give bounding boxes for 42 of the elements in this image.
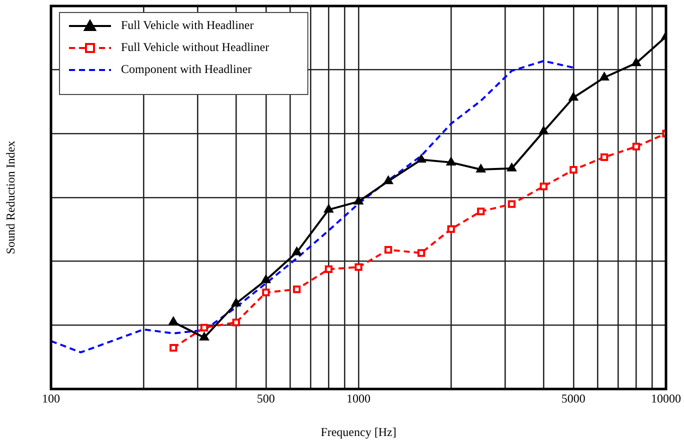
point [507, 163, 516, 172]
point [168, 317, 178, 326]
point [446, 157, 456, 166]
point [540, 182, 548, 190]
point [568, 92, 578, 101]
point [354, 196, 363, 205]
point [292, 247, 302, 256]
point [232, 318, 240, 326]
x-axis-title: Frequency [Hz] [320, 424, 396, 439]
point [262, 288, 270, 296]
x-tick-label: 5000 [561, 391, 586, 406]
x-tick-label: 500 [256, 391, 275, 406]
point [417, 249, 426, 257]
point [539, 126, 548, 134]
point [632, 142, 640, 150]
point [354, 263, 362, 271]
point [476, 164, 486, 172]
y-axis-title: Sound Reduction Index [3, 140, 18, 254]
point [200, 332, 209, 341]
point [600, 72, 609, 81]
legend-label: Full Vehicle with Headliner [121, 18, 254, 32]
point [324, 265, 333, 274]
point [632, 58, 641, 66]
point [477, 208, 485, 216]
point [384, 176, 393, 184]
legend-label: Full Vehicle without Headliner [121, 40, 270, 54]
point [570, 166, 578, 174]
point [292, 285, 301, 294]
point [416, 154, 426, 163]
point [508, 200, 516, 208]
point [384, 246, 392, 254]
point [324, 204, 334, 213]
x-tick-label: 10000 [651, 391, 681, 406]
point [261, 275, 270, 284]
x-tick-label: 100 [42, 391, 60, 406]
point [170, 344, 178, 352]
point [200, 324, 208, 332]
point [232, 298, 241, 306]
legend-label: Component with Headliner [121, 62, 252, 76]
x-tick-label: 1000 [346, 391, 370, 406]
point [600, 153, 608, 161]
point [447, 225, 455, 233]
